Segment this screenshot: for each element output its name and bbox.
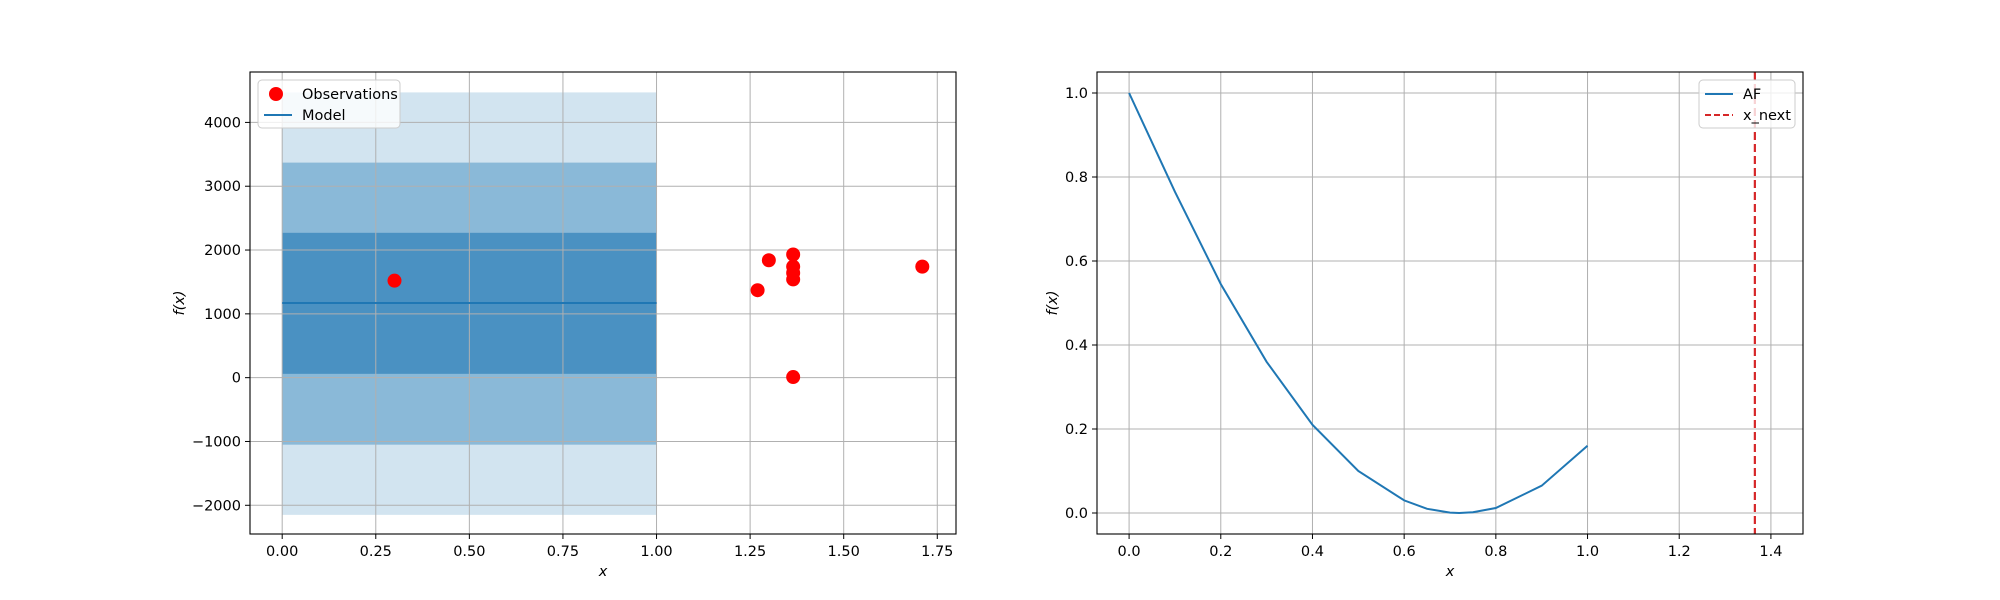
plot-observations-model: 0.00 0.25 0.50 0.75 1.00 1.25 1.50 1.75 −2000 −10… — [172, 71, 957, 580]
y-tick-label: −1000 — [192, 434, 241, 450]
y-tick-label: 0.6 — [1065, 254, 1088, 270]
y-tick-label: 0.4 — [1065, 338, 1088, 354]
y-tick-label: 0 — [232, 371, 241, 387]
series-line-af — [1128, 92, 1589, 515]
x-tick-label: 0.75 — [547, 544, 579, 560]
x-tick-label: 0.0 — [1118, 544, 1141, 560]
observation-point — [761, 253, 776, 268]
observation-point — [750, 283, 765, 298]
x-tick-label: 1.25 — [734, 544, 766, 560]
observation-point — [786, 247, 801, 262]
y-tick-label: 3000 — [204, 179, 241, 195]
x-tick-label: 0.50 — [453, 544, 485, 560]
y-tick-label: 1.0 — [1065, 86, 1088, 102]
legend-label: x_next — [1743, 108, 1791, 124]
x-tick-label: 1.50 — [828, 544, 860, 560]
y-axis-label: f(x) — [172, 291, 188, 316]
axes-frame — [249, 71, 957, 535]
x-tick-label: 0.00 — [266, 544, 298, 560]
x-tick-label: 0.2 — [1209, 544, 1232, 560]
y-tick-label: −2000 — [192, 498, 241, 514]
y-axis-label: f(x) — [1045, 291, 1061, 316]
x-tick-label: 0.25 — [360, 544, 392, 560]
observation-point — [786, 370, 801, 385]
x-tick-label: 0.8 — [1484, 544, 1507, 560]
y-tick-label: 4000 — [204, 115, 241, 131]
x-tick-label: 0.6 — [1393, 544, 1416, 560]
y-tick-label: 0.0 — [1065, 506, 1088, 522]
y-tick-label: 0.8 — [1065, 170, 1088, 186]
legend-box — [257, 79, 401, 129]
legend: AF x_next — [1698, 79, 1796, 129]
axes-frame — [1096, 71, 1804, 535]
legend: Observations Model — [257, 79, 401, 129]
y-tick-label: 0.2 — [1065, 422, 1088, 438]
x-tick-label: 1.00 — [640, 544, 672, 560]
x-tick-label: 1.4 — [1759, 544, 1782, 560]
x-tick-label: 1.2 — [1668, 544, 1691, 560]
x-tick-label: 0.4 — [1301, 544, 1324, 560]
y-tick-label: 1000 — [204, 307, 241, 323]
legend-marker-observations — [269, 87, 283, 101]
x-tick-label: 1.0 — [1576, 544, 1599, 560]
observation-point — [387, 273, 402, 288]
x-axis-label: x — [1445, 564, 1455, 580]
x-tick-label: 1.75 — [921, 544, 953, 560]
legend-label: Model — [302, 108, 346, 124]
legend-label: Observations — [302, 87, 398, 103]
observation-point — [915, 259, 930, 274]
plot-acquisition-function: 0.0 0.2 0.4 0.6 0.8 1.0 1.2 1.4 0.0 0.2 0.4 0.6 0.8 1… — [1045, 71, 1804, 580]
legend-label: AF — [1743, 87, 1761, 103]
x-axis-label: x — [598, 564, 608, 580]
y-tick-label: 2000 — [204, 243, 241, 259]
observation-point — [786, 272, 801, 287]
